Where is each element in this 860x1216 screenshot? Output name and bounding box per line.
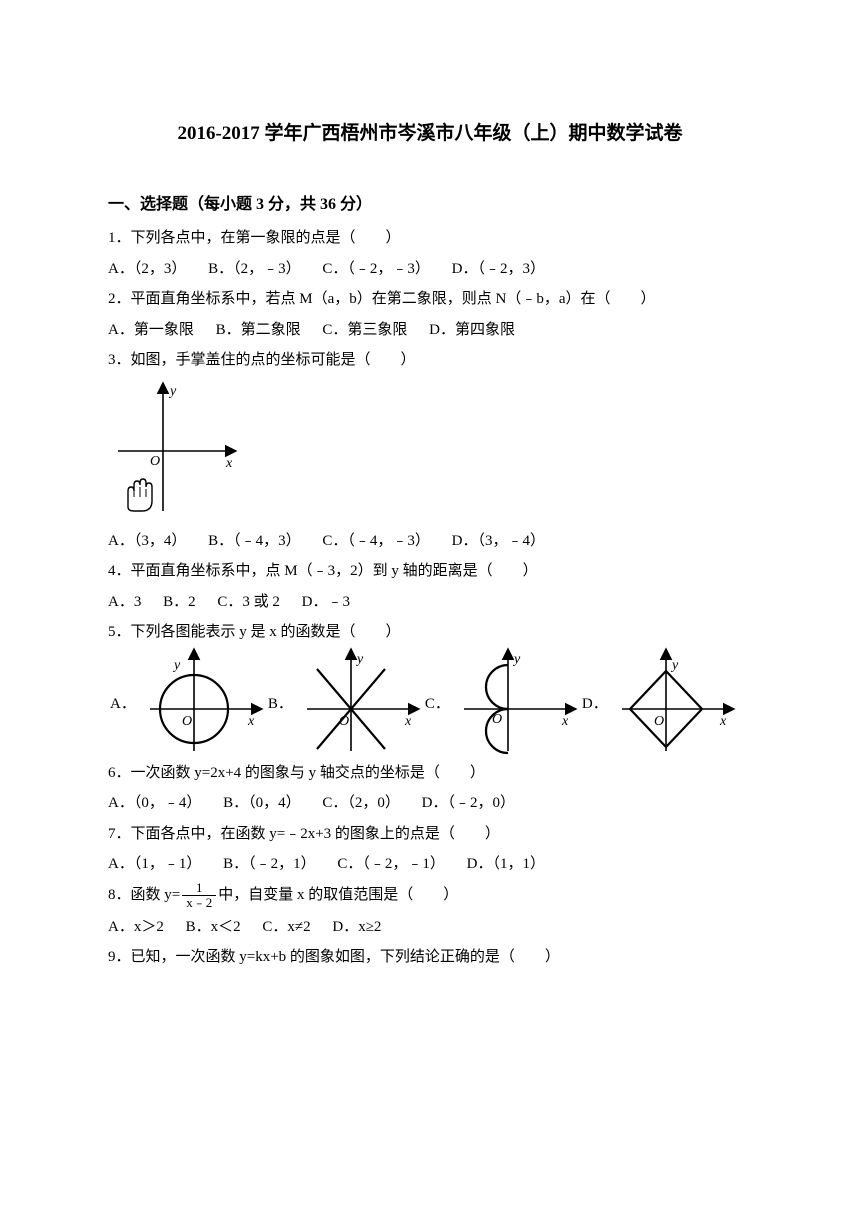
q4-opt-c: C．3 或 2 — [217, 588, 280, 617]
q7-opt-c: C．（﹣2，﹣1） — [337, 850, 445, 879]
q8-post: 中，自变量 x 的取值范围是（ ） — [218, 887, 458, 903]
q8-opt-c: C．x≠2 — [262, 913, 310, 942]
q7-opt-a: A．（1，﹣1） — [108, 850, 201, 879]
q5-fig-c: y x O — [456, 649, 576, 759]
svg-text:O: O — [182, 714, 192, 729]
q3-opt-a: A．（3，4） — [108, 527, 186, 556]
q3-figure: y x O — [108, 381, 238, 521]
question-2-options: A．第一象限 B．第二象限 C．第三象限 D．第四象限 — [108, 316, 752, 345]
q5-opt-d: D． — [582, 690, 608, 719]
svg-text:O: O — [654, 714, 664, 729]
question-4-options: A．3 B．2 C．3 或 2 D．﹣3 — [108, 588, 752, 617]
q8-pre: 8．函数 y= — [108, 887, 180, 903]
question-2: 2．平面直角坐标系中，若点 M（a，b）在第二象限，则点 N（﹣b，a）在（ ） — [108, 285, 752, 314]
question-6: 6．一次函数 y=2x+4 的图象与 y 轴交点的坐标是（ ） — [108, 759, 752, 788]
q8-opt-a: A．x＞2 — [108, 913, 164, 942]
q2-opt-b: B．第二象限 — [216, 316, 301, 345]
q5-opt-a: A． — [110, 690, 136, 719]
q7-opt-d: D．（1，1） — [467, 850, 545, 879]
q6-opt-b: B．（0，4） — [223, 789, 301, 818]
q2-opt-c: C．第三象限 — [322, 316, 407, 345]
q8-opt-d: D．x≥2 — [332, 913, 381, 942]
q1-opt-d: D．（﹣2，3） — [452, 255, 545, 284]
question-1-options: A．（2，3） B．（2，﹣3） C．（﹣2，﹣3） D．（﹣2，3） — [108, 255, 752, 284]
svg-text:x: x — [247, 714, 255, 729]
svg-text:y: y — [172, 658, 181, 673]
svg-text:y: y — [670, 658, 679, 673]
q5-fig-a: y x O — [142, 649, 262, 759]
svg-text:y: y — [355, 652, 364, 667]
question-9: 9．已知，一次函数 y=kx+b 的图象如图，下列结论正确的是（ ） — [108, 943, 752, 972]
hand-icon — [128, 479, 152, 511]
q8-fraction: 1x﹣2 — [182, 881, 216, 911]
q3-ylabel: y — [168, 384, 177, 399]
question-7-options: A．（1，﹣1） B．（﹣2，1） C．（﹣2，﹣1） D．（1，1） — [108, 850, 752, 879]
q2-opt-d: D．第四象限 — [429, 316, 515, 345]
svg-text:x: x — [561, 714, 569, 729]
question-7: 7．下面各点中，在函数 y=﹣2x+3 的图象上的点是（ ） — [108, 820, 752, 849]
q8-opt-b: B．x＜2 — [186, 913, 241, 942]
svg-text:x: x — [719, 714, 727, 729]
q3-opt-c: C．（﹣4，﹣3） — [322, 527, 430, 556]
q7-opt-b: B．（﹣2，1） — [223, 850, 316, 879]
q1-opt-a: A．（2，3） — [108, 255, 186, 284]
q6-opt-d: D．（﹣2，0） — [422, 789, 515, 818]
q2-opt-a: A．第一象限 — [108, 316, 194, 345]
q4-opt-d: D．﹣3 — [302, 588, 350, 617]
q3-opt-b: B．（﹣4，3） — [208, 527, 301, 556]
q5-opt-c: C． — [425, 690, 450, 719]
q4-opt-b: B．2 — [163, 588, 196, 617]
q5-opt-b: B． — [268, 690, 293, 719]
q1-opt-b: B．（2，﹣3） — [208, 255, 301, 284]
question-3: 3．如图，手掌盖住的点的坐标可能是（ ） — [108, 346, 752, 375]
question-3-options: A．（3，4） B．（﹣4，3） C．（﹣4，﹣3） D．（3，﹣4） — [108, 527, 752, 556]
question-4: 4．平面直角坐标系中，点 M（﹣3，2）到 y 轴的距离是（ ） — [108, 557, 752, 586]
svg-text:y: y — [512, 652, 521, 667]
svg-text:x: x — [404, 714, 412, 729]
section-1-header: 一、选择题（每小题 3 分，共 36 分） — [108, 190, 752, 220]
question-1: 1．下列各点中，在第一象限的点是（ ） — [108, 224, 752, 253]
q3-xlabel: x — [225, 456, 233, 471]
q6-opt-c: C．（2，0） — [322, 789, 400, 818]
q5-fig-d: y x O — [614, 649, 734, 759]
q6-opt-a: A．（0，﹣4） — [108, 789, 201, 818]
question-8-options: A．x＞2 B．x＜2 C．x≠2 D．x≥2 — [108, 913, 752, 942]
q3-olabel: O — [150, 454, 160, 469]
page-title: 2016-2017 学年广西梧州市岑溪市八年级（上）期中数学试卷 — [108, 116, 752, 152]
question-8: 8．函数 y=1x﹣2中，自变量 x 的取值范围是（ ） — [108, 881, 752, 911]
question-5: 5．下列各图能表示 y 是 x 的函数是（ ） — [108, 618, 752, 647]
question-5-options: A． y x O B． y x O C． y x O D． y x O — [108, 649, 752, 759]
question-6-options: A．（0，﹣4） B．（0，4） C．（2，0） D．（﹣2，0） — [108, 789, 752, 818]
q3-opt-d: D．（3，﹣4） — [452, 527, 545, 556]
q1-opt-c: C．（﹣2，﹣3） — [322, 255, 430, 284]
q5-fig-b: y x O — [299, 649, 419, 759]
q4-opt-a: A．3 — [108, 588, 141, 617]
